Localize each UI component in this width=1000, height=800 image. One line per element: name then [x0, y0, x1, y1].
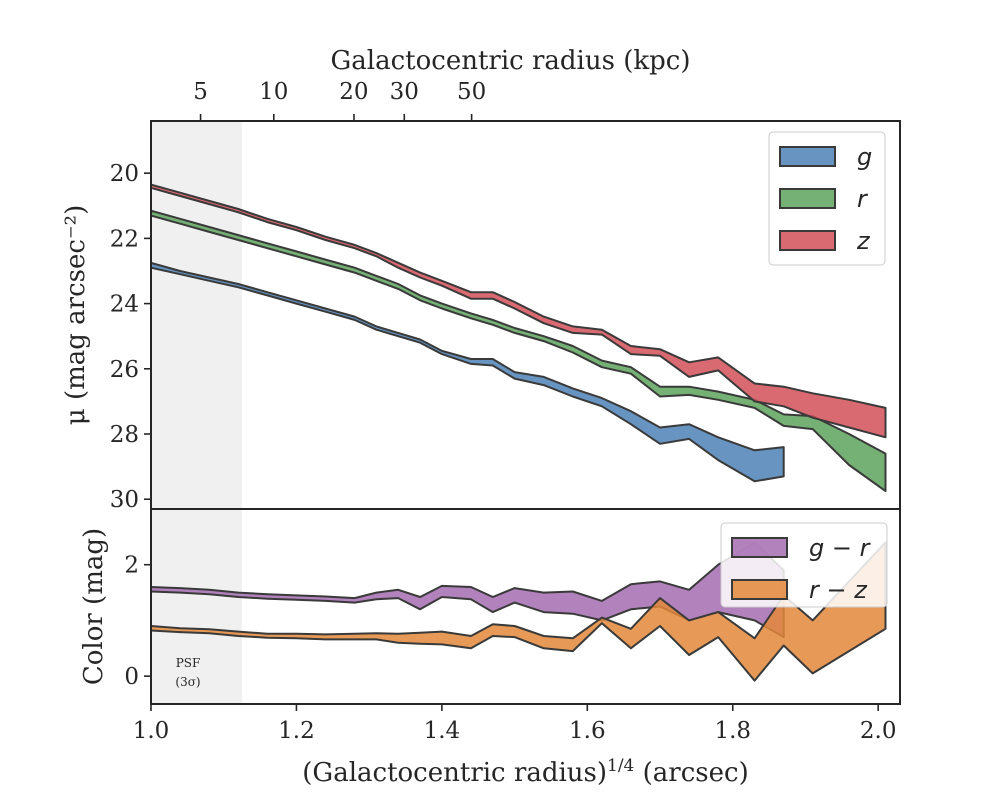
- top-legend-swatch-r: [779, 188, 836, 209]
- top-legend-label-r: r: [857, 185, 869, 213]
- bottom-ylabel: Color (mag): [79, 528, 109, 685]
- top-ytick-label: 26: [110, 357, 139, 383]
- xtick-label: 2.0: [860, 718, 897, 744]
- kpc-tick-label: 50: [457, 79, 486, 105]
- top-ytick-label: 20: [110, 161, 139, 187]
- kpc-tick-label: 5: [193, 79, 208, 105]
- band-g: [151, 261, 785, 483]
- xtick-label: 1.2: [278, 718, 315, 744]
- bottom-ytick-label: 0: [124, 664, 139, 690]
- bottom-legend-swatch-r-z: [731, 579, 788, 600]
- top-legend-swatch-z: [779, 230, 836, 251]
- bottom-legend-label-r-z: r − z: [809, 576, 868, 604]
- xtick-label: 1.6: [569, 718, 606, 744]
- bottom-ytick-label: 2: [124, 553, 139, 579]
- bottom-legend-label-g-r: g − r: [809, 534, 872, 562]
- top-legend-swatch-g: [779, 146, 836, 167]
- bottom-xlabel: (Galactocentric radius)1/4 (arcsec): [302, 756, 748, 788]
- band-r-z: [151, 541, 887, 682]
- psf-annotation-line2: (3σ): [175, 675, 200, 689]
- kpc-tick-label: 30: [390, 79, 419, 105]
- psf-annotation-line1: PSF: [176, 656, 201, 670]
- kpc-tick-label: 20: [339, 79, 368, 105]
- xtick-label: 1.4: [424, 718, 461, 744]
- xtick-label: 1.0: [133, 718, 170, 744]
- band-r: [151, 209, 887, 493]
- bottom-legend-swatch-g-r: [731, 537, 788, 558]
- top-xlabel: Galactocentric radius (kpc): [331, 46, 691, 76]
- top-ytick-label: 30: [110, 487, 139, 513]
- bottom-panel-frame: [150, 508, 901, 705]
- top-ytick-label: 24: [110, 292, 139, 318]
- top-ytick-label: 22: [110, 226, 139, 252]
- top-ytick-label: 28: [110, 422, 139, 448]
- top-legend-label-g: g: [857, 143, 872, 171]
- kpc-tick-label: 10: [259, 79, 288, 105]
- top-legend-label-z: z: [856, 227, 871, 255]
- xtick-label: 1.8: [714, 718, 751, 744]
- top-ylabel: μ (mag arcsec⁻²): [61, 205, 91, 425]
- band-z: [151, 183, 887, 439]
